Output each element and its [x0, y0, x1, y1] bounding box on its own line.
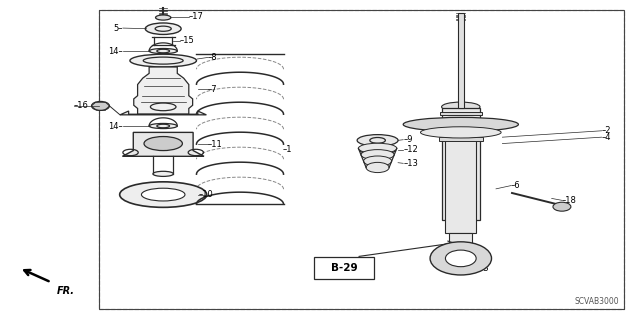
Ellipse shape	[156, 15, 171, 20]
Text: –12: –12	[403, 145, 418, 154]
Text: –3: –3	[480, 264, 490, 273]
Text: –11: –11	[208, 140, 223, 149]
Text: –2: –2	[602, 126, 611, 135]
Ellipse shape	[403, 117, 518, 131]
Text: –6: –6	[511, 181, 520, 190]
Text: –13: –13	[403, 159, 418, 168]
Polygon shape	[120, 111, 206, 115]
Ellipse shape	[445, 250, 476, 267]
Ellipse shape	[360, 145, 396, 155]
Text: SCVAB3000: SCVAB3000	[575, 297, 620, 306]
Text: –7: –7	[208, 85, 218, 94]
Text: FR.: FR.	[56, 286, 74, 296]
Ellipse shape	[145, 23, 181, 34]
Text: 5–: 5–	[113, 24, 123, 33]
Ellipse shape	[141, 188, 185, 201]
Bar	[439, 131, 483, 135]
Text: –17: –17	[189, 12, 204, 21]
Text: –18: –18	[562, 196, 577, 205]
Ellipse shape	[553, 202, 571, 211]
Bar	[439, 137, 483, 141]
Ellipse shape	[149, 48, 177, 54]
Bar	[440, 112, 482, 115]
Text: –4: –4	[602, 133, 611, 142]
Text: –15: –15	[180, 36, 195, 45]
Ellipse shape	[149, 123, 177, 129]
Text: –10: –10	[198, 190, 213, 199]
Ellipse shape	[92, 101, 109, 110]
Ellipse shape	[430, 242, 492, 275]
Bar	[449, 233, 472, 258]
Text: –1: –1	[283, 145, 292, 154]
Ellipse shape	[366, 162, 389, 173]
Polygon shape	[122, 132, 204, 156]
Ellipse shape	[357, 135, 398, 146]
Ellipse shape	[130, 54, 196, 67]
Text: 14–: 14–	[108, 122, 123, 130]
Ellipse shape	[364, 156, 392, 166]
Ellipse shape	[144, 137, 182, 151]
Ellipse shape	[442, 102, 480, 112]
Text: B-29: B-29	[331, 263, 357, 273]
Bar	[442, 108, 480, 220]
Bar	[442, 120, 480, 123]
Ellipse shape	[358, 143, 397, 153]
Ellipse shape	[120, 182, 207, 207]
Ellipse shape	[420, 127, 501, 138]
Bar	[314, 257, 374, 279]
Bar	[458, 13, 464, 108]
Bar	[445, 132, 476, 233]
Ellipse shape	[361, 150, 394, 160]
Text: –8: –8	[208, 53, 218, 62]
Ellipse shape	[153, 171, 173, 176]
Polygon shape	[134, 67, 193, 114]
Text: –16: –16	[74, 101, 88, 110]
Text: 14–: 14–	[108, 47, 123, 56]
Text: –9: –9	[403, 135, 413, 144]
